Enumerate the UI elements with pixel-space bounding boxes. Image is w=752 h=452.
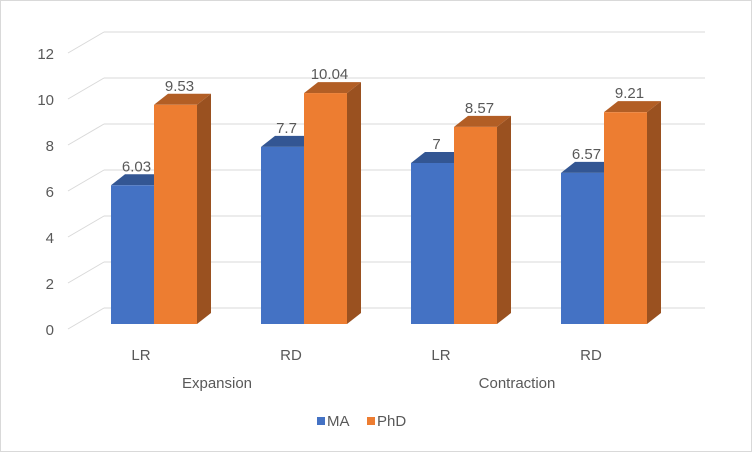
x-category-label: LR: [131, 347, 150, 364]
x-category-label: RD: [280, 347, 302, 364]
gridline-diagonal: [67, 261, 105, 284]
bars: [111, 82, 661, 324]
data-labels: 6.03 9.53 7.7 10.04 7 8.57 6.57 9.21: [122, 66, 644, 175]
bar-phd: [454, 126, 497, 324]
x-group-label: Contraction: [479, 375, 556, 392]
y-tick-label: 4: [46, 230, 54, 247]
y-tick-label: 10: [37, 92, 54, 109]
gridline-diagonal: [67, 123, 105, 146]
bar-top-phd: [604, 101, 661, 113]
y-tick-label: 12: [37, 46, 54, 63]
data-label-ma: 7.7: [276, 120, 297, 137]
bar-phd: [304, 93, 347, 324]
data-label-ma: 6.03: [122, 158, 151, 175]
gridline-diagonal: [67, 307, 105, 330]
gridline-diagonal: [67, 31, 105, 54]
bar-phd: [154, 104, 197, 324]
bar-ma: [561, 172, 604, 324]
y-axis-ticks: 0 2 4 6 8 10 12: [37, 46, 54, 339]
bar-ma: [411, 163, 454, 324]
data-label-phd: 9.21: [615, 85, 644, 102]
bar-top-phd: [454, 115, 511, 127]
bar-top-ma: [261, 135, 318, 147]
x-category-label: LR: [431, 347, 450, 364]
legend-swatch-phd: [367, 417, 375, 425]
gridline-diagonal: [67, 215, 105, 238]
y-tick-label: 6: [46, 184, 54, 201]
legend-label-phd: PhD: [377, 413, 406, 430]
x-category-label: RD: [580, 347, 602, 364]
bar-top-phd: [154, 93, 211, 105]
gridline-diagonal: [67, 169, 105, 192]
bar-side-phd: [347, 82, 361, 324]
legend-label-ma: MA: [327, 413, 350, 430]
y-tick-label: 0: [46, 322, 54, 339]
bar-ma: [111, 185, 154, 324]
x-group-label: Expansion: [182, 375, 252, 392]
legend-swatch-ma: [317, 417, 325, 425]
bar-side-phd: [497, 115, 511, 324]
data-label-phd: 8.57: [465, 100, 494, 117]
y-tick-label: 2: [46, 276, 54, 293]
data-label-phd: 10.04: [311, 66, 349, 83]
bar-top-phd: [304, 82, 361, 94]
data-label-ma: 7: [432, 136, 440, 153]
bar-side-phd: [197, 93, 211, 324]
data-label-ma: 6.57: [572, 146, 601, 163]
gridline-diagonal: [67, 77, 105, 100]
bar-top-ma: [411, 152, 468, 163]
bar-top-ma: [561, 161, 618, 173]
y-tick-label: 8: [46, 138, 54, 155]
bar-phd: [604, 112, 647, 324]
bar-side-phd: [647, 101, 661, 324]
bar-ma: [261, 146, 304, 324]
bar-top-ma: [111, 174, 168, 186]
data-label-phd: 9.53: [165, 78, 194, 95]
x-axis-categories: LR RD LR RD Expansion Contraction: [131, 347, 602, 392]
legend: MA PhD: [317, 413, 406, 430]
